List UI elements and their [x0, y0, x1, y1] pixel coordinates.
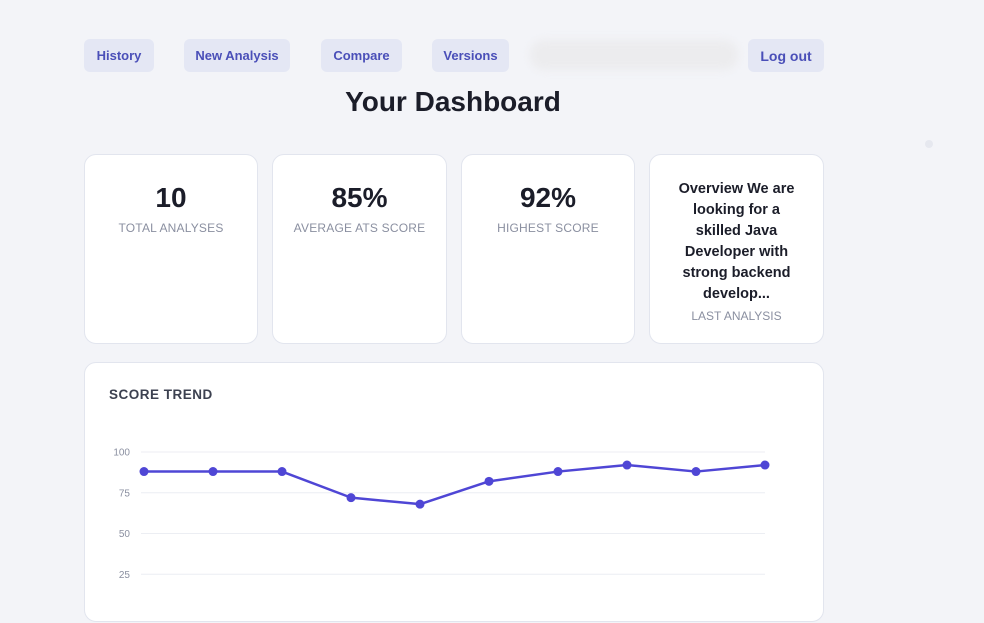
stat-label-total-analyses: TOTAL ANALYSES	[118, 221, 224, 235]
data-point[interactable]	[622, 460, 632, 470]
chart-title: SCORE TREND	[109, 387, 213, 402]
score-trend-card: SCORE TREND 25 50 75 100	[84, 362, 824, 622]
stat-label-last-analysis: LAST ANALYSIS	[691, 309, 782, 323]
data-point[interactable]	[277, 467, 287, 477]
stat-label-highest-score: HIGHEST SCORE	[497, 221, 599, 235]
user-info-redacted	[530, 40, 738, 70]
data-point[interactable]	[346, 493, 356, 503]
stat-value-average-score: 85%	[331, 182, 388, 213]
series-line	[144, 463, 766, 506]
data-point[interactable]	[553, 467, 563, 477]
nav-versions-button[interactable]: Versions	[432, 39, 509, 72]
decorative-dot	[925, 140, 933, 148]
data-point[interactable]	[484, 476, 494, 486]
y-tick-label: 25	[119, 570, 131, 581]
stat-card-total-analyses: 10 TOTAL ANALYSES	[84, 154, 258, 344]
stat-card-highest-score: 92% HIGHEST SCORE	[461, 154, 635, 344]
stat-card-last-analysis[interactable]: Overview We are looking for a skilled Ja…	[649, 154, 824, 344]
data-point[interactable]	[415, 499, 425, 509]
data-point[interactable]	[139, 467, 149, 477]
y-tick-label: 50	[119, 529, 131, 540]
logout-button[interactable]: Log out	[748, 39, 824, 72]
y-tick-label: 75	[119, 488, 131, 499]
page-title: Your Dashboard	[345, 86, 561, 117]
stat-value-total-analyses: 10	[155, 182, 187, 213]
stat-label-average-score: AVERAGE ATS SCORE	[293, 221, 426, 235]
last-analysis-text: Overview We are looking for a skilled Ja…	[678, 181, 795, 302]
nav-history-button[interactable]: History	[84, 39, 154, 72]
data-point[interactable]	[760, 460, 770, 470]
stat-value-highest-score: 92%	[519, 182, 577, 213]
stat-card-average-score: 85% AVERAGE ATS SCORE	[272, 154, 447, 344]
y-tick-label: 100	[113, 448, 130, 459]
data-point[interactable]	[691, 467, 701, 477]
nav-new-analysis-button[interactable]: New Analysis	[184, 39, 290, 72]
score-trend-chart: 25 50 75 100	[113, 448, 770, 581]
nav-compare-button[interactable]: Compare	[321, 39, 402, 72]
data-point[interactable]	[208, 467, 218, 477]
